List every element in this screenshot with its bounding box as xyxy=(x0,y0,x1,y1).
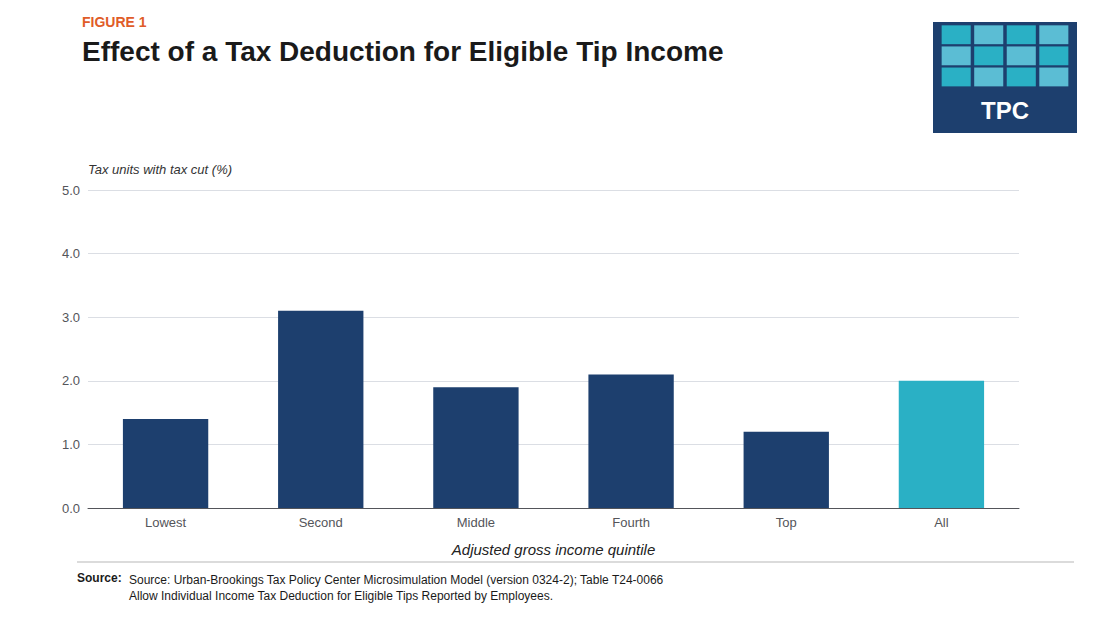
svg-text:All: All xyxy=(934,515,949,530)
svg-text:5.0: 5.0 xyxy=(62,183,80,198)
svg-text:TPC: TPC xyxy=(981,97,1029,124)
svg-text:Source:: Source: xyxy=(77,571,122,585)
svg-text:Adjusted gross income quintile: Adjusted gross income quintile xyxy=(451,541,655,558)
svg-text:Fourth: Fourth xyxy=(612,515,650,530)
svg-text:Lowest: Lowest xyxy=(145,515,187,530)
svg-text:0.0: 0.0 xyxy=(62,501,80,516)
svg-text:Top: Top xyxy=(776,515,797,530)
svg-text:3.0: 3.0 xyxy=(62,310,80,325)
svg-text:4.0: 4.0 xyxy=(62,246,80,261)
svg-text:1.0: 1.0 xyxy=(62,437,80,452)
svg-text:Allow Individual Income Tax De: Allow Individual Income Tax Deduction fo… xyxy=(129,589,553,603)
svg-text:Effect of a Tax Deduction for: Effect of a Tax Deduction for Eligible T… xyxy=(82,36,723,67)
svg-text:Tax units with tax cut (%): Tax units with tax cut (%) xyxy=(88,162,232,177)
svg-text:Second: Second xyxy=(299,515,343,530)
svg-text:Source: Urban-Brookings Tax Po: Source: Urban-Brookings Tax Policy Cente… xyxy=(129,573,664,587)
svg-text:FIGURE 1: FIGURE 1 xyxy=(82,14,147,30)
svg-text:Middle: Middle xyxy=(457,515,495,530)
svg-text:2.0: 2.0 xyxy=(62,373,80,388)
